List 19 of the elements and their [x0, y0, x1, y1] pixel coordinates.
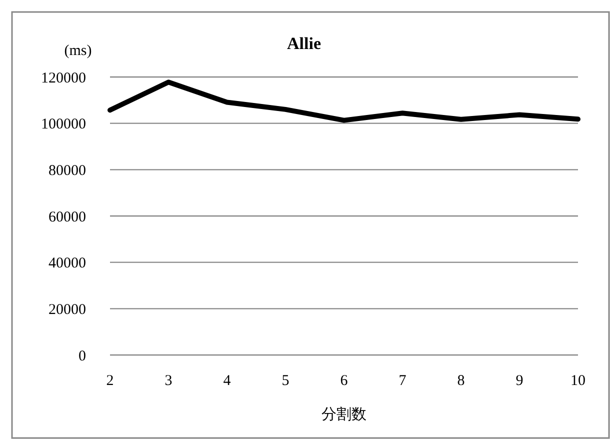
chart-title: Allie	[287, 34, 322, 53]
x-tick-label: 4	[223, 373, 232, 389]
x-tick-label: 3	[164, 373, 172, 389]
y-tick-label: 40000	[48, 256, 86, 272]
x-axis-title: 分割数	[322, 405, 366, 423]
y-axis-title: (ms)	[64, 43, 92, 59]
x-tick-label: 10	[570, 373, 586, 389]
x-tick-label: 6	[340, 373, 348, 389]
y-tick-label: 20000	[48, 302, 86, 318]
x-tick-label: 9	[516, 373, 524, 389]
x-tick-label: 2	[106, 373, 114, 389]
y-tick-label: 100000	[41, 116, 86, 133]
y-tick-label: 80000	[48, 162, 86, 179]
y-tick-label: 120000	[41, 70, 86, 86]
y-tick-label: 0	[78, 348, 86, 364]
x-tick-label: 8	[457, 373, 465, 389]
y-tick-label: 60000	[48, 209, 86, 226]
x-tick-label: 7	[398, 373, 407, 389]
x-tick-label: 5	[282, 373, 290, 389]
